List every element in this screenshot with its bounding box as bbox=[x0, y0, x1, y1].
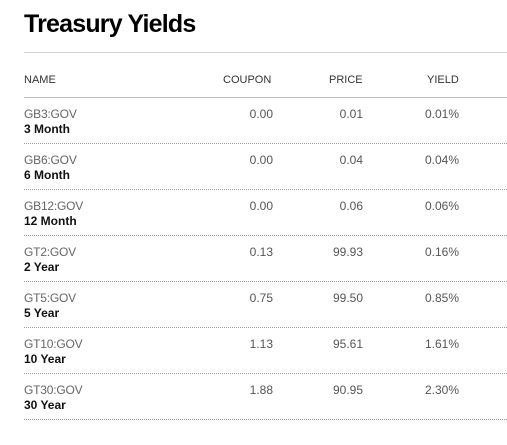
ticker-link[interactable]: GT5:GOV bbox=[24, 291, 76, 305]
coupon-value: 0.75 bbox=[249, 291, 273, 305]
table-header: NAME COUPON PRICE YIELD bbox=[24, 74, 460, 88]
security-name: 10 Year bbox=[24, 352, 66, 366]
security-name: 3 Month bbox=[24, 122, 70, 136]
page-title: Treasury Yields bbox=[24, 10, 196, 38]
yield-value: 0.85% bbox=[424, 291, 459, 305]
price-value: 0.06 bbox=[339, 199, 363, 213]
yield-value: 1.61% bbox=[424, 337, 459, 351]
yield-value: 0.16% bbox=[424, 245, 459, 259]
price-value: 95.61 bbox=[332, 337, 363, 351]
table-row: GT5:GOV 5 Year 0.75 99.50 0.85% bbox=[24, 282, 507, 328]
price-value: 99.50 bbox=[332, 291, 363, 305]
security-name: 6 Month bbox=[24, 168, 70, 182]
table-row: GB6:GOV 6 Month 0.00 0.04 0.04% bbox=[24, 144, 507, 190]
title-divider bbox=[24, 52, 507, 53]
table-row: GT2:GOV 2 Year 0.13 99.93 0.16% bbox=[24, 236, 507, 282]
price-value: 90.95 bbox=[332, 383, 363, 397]
column-header-coupon: COUPON bbox=[223, 74, 272, 86]
coupon-value: 0.00 bbox=[249, 107, 273, 121]
coupon-value: 0.00 bbox=[249, 199, 273, 213]
coupon-value: 0.13 bbox=[249, 245, 273, 259]
security-name: 5 Year bbox=[24, 306, 60, 320]
security-name: 30 Year bbox=[24, 398, 66, 412]
price-value: 0.04 bbox=[339, 153, 363, 167]
table-row: GT10:GOV 10 Year 1.13 95.61 1.61% bbox=[24, 328, 507, 374]
ticker-link[interactable]: GB12:GOV bbox=[24, 199, 84, 213]
ticker-link[interactable]: GT10:GOV bbox=[24, 337, 83, 351]
yield-value: 2.30% bbox=[424, 383, 459, 397]
security-name: 2 Year bbox=[24, 260, 60, 274]
yield-value: 0.04% bbox=[424, 153, 459, 167]
table-row: GB12:GOV 12 Month 0.00 0.06 0.06% bbox=[24, 190, 507, 236]
coupon-value: 1.13 bbox=[249, 337, 273, 351]
price-value: 0.01 bbox=[339, 107, 363, 121]
table-row: GT30:GOV 30 Year 1.88 90.95 2.30% bbox=[24, 374, 507, 420]
ticker-link[interactable]: GT30:GOV bbox=[24, 383, 83, 397]
yield-value: 0.01% bbox=[424, 107, 459, 121]
column-header-price: PRICE bbox=[329, 74, 363, 86]
yield-value: 0.06% bbox=[424, 199, 459, 213]
security-name: 12 Month bbox=[24, 214, 77, 228]
ticker-link[interactable]: GB3:GOV bbox=[24, 107, 77, 121]
ticker-link[interactable]: GB6:GOV bbox=[24, 153, 77, 167]
treasury-table: GB3:GOV 3 Month 0.00 0.01 0.01% GB6:GOV … bbox=[24, 98, 507, 420]
coupon-value: 1.88 bbox=[249, 383, 273, 397]
column-header-name: NAME bbox=[24, 74, 56, 86]
column-header-yield: YIELD bbox=[427, 74, 459, 86]
ticker-link[interactable]: GT2:GOV bbox=[24, 245, 76, 259]
header-divider bbox=[24, 97, 507, 98]
coupon-value: 0.00 bbox=[249, 153, 273, 167]
price-value: 99.93 bbox=[332, 245, 363, 259]
table-row: GB3:GOV 3 Month 0.00 0.01 0.01% bbox=[24, 98, 507, 144]
